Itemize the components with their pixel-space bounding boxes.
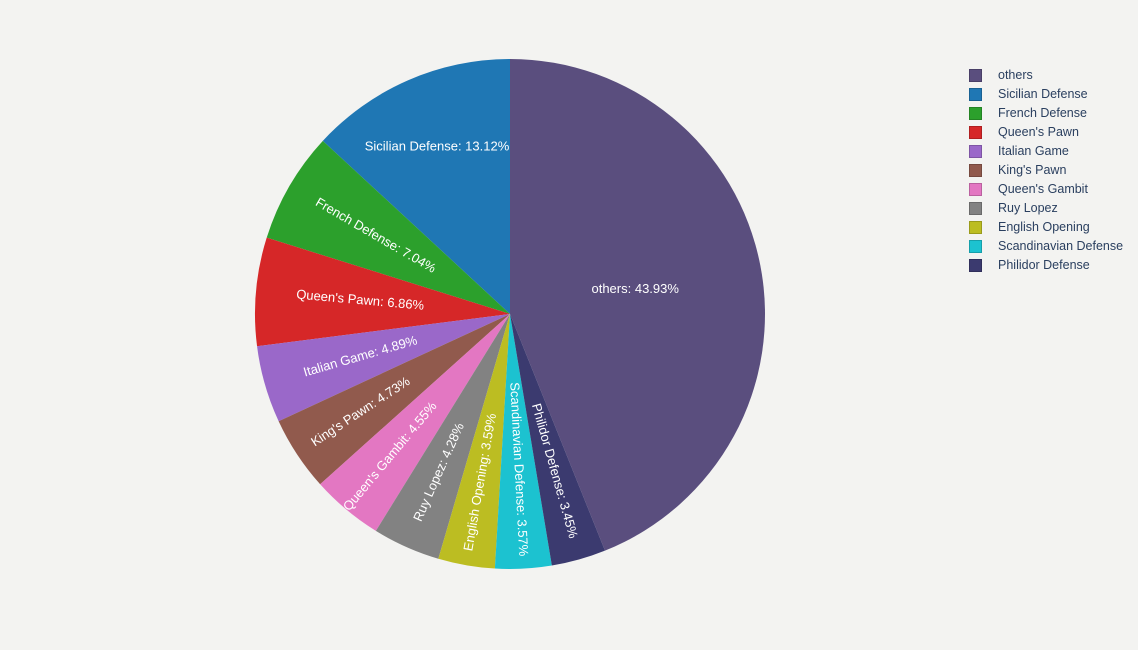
slice-label-sicilian-defense: Sicilian Defense: 13.12%	[365, 138, 510, 153]
pie-slice-philidor-defense[interactable]	[510, 314, 605, 566]
pie-slice-english-opening[interactable]	[438, 314, 510, 569]
legend-label: others	[998, 68, 1033, 82]
legend-label: Queen's Gambit	[998, 182, 1088, 196]
legend-item-others[interactable]: others	[969, 66, 1123, 85]
legend-item-philidor-defense[interactable]: Philidor Defense	[969, 256, 1123, 275]
legend-swatch-icon	[969, 69, 982, 82]
pie-slice-sicilian-defense[interactable]	[322, 59, 510, 314]
pie-slice-queen-s-pawn[interactable]	[255, 237, 510, 347]
legend-label: Italian Game	[998, 144, 1069, 158]
legend-item-queen-s-pawn[interactable]: Queen's Pawn	[969, 123, 1123, 142]
pie-slice-italian-game[interactable]	[257, 314, 510, 422]
legend-swatch-icon	[969, 164, 982, 177]
legend-item-king-s-pawn[interactable]: King's Pawn	[969, 161, 1123, 180]
legend-label: Sicilian Defense	[998, 87, 1088, 101]
legend-swatch-icon	[969, 145, 982, 158]
pie-slice-others[interactable]	[510, 59, 765, 551]
legend-swatch-icon	[969, 183, 982, 196]
legend: others Sicilian Defense French Defense Quee…	[969, 66, 1123, 275]
legend-label: Queen's Pawn	[998, 125, 1079, 139]
legend-label: Scandinavian Defense	[998, 239, 1124, 253]
pie-slice-french-defense[interactable]	[266, 140, 510, 314]
legend-swatch-icon	[969, 107, 982, 120]
legend-swatch-icon	[969, 221, 982, 234]
legend-item-italian-game[interactable]: Italian Game	[969, 142, 1123, 161]
legend-swatch-icon	[969, 259, 982, 272]
legend-label: Ruy Lopez	[998, 201, 1058, 215]
legend-label: Philidor Defense	[998, 258, 1090, 272]
legend-label: French Defense	[998, 106, 1087, 120]
legend-item-queen-s-gambit[interactable]: Queen's Gambit	[969, 180, 1123, 199]
slice-label-others: others: 43.93%	[591, 281, 679, 296]
legend-item-scandinavian-defense[interactable]: Scandinavian Defense	[969, 237, 1123, 256]
legend-swatch-icon	[969, 88, 982, 101]
legend-label: King's Pawn	[998, 163, 1067, 177]
pie-slice-ruy-lopez[interactable]	[375, 314, 510, 559]
legend-item-sicilian-defense[interactable]: Sicilian Defense	[969, 85, 1123, 104]
pie-slice-queen-s-gambit[interactable]	[320, 314, 510, 531]
legend-swatch-icon	[969, 126, 982, 139]
legend-swatch-icon	[969, 202, 982, 215]
pie-slice-king-s-pawn[interactable]	[278, 314, 510, 485]
legend-label: English Opening	[998, 220, 1090, 234]
legend-item-ruy-lopez[interactable]: Ruy Lopez	[969, 199, 1123, 218]
legend-item-french-defense[interactable]: French Defense	[969, 104, 1123, 123]
pie-slice-scandinavian-defense[interactable]	[494, 314, 552, 569]
legend-item-english-opening[interactable]: English Opening	[969, 218, 1123, 237]
legend-swatch-icon	[969, 240, 982, 253]
